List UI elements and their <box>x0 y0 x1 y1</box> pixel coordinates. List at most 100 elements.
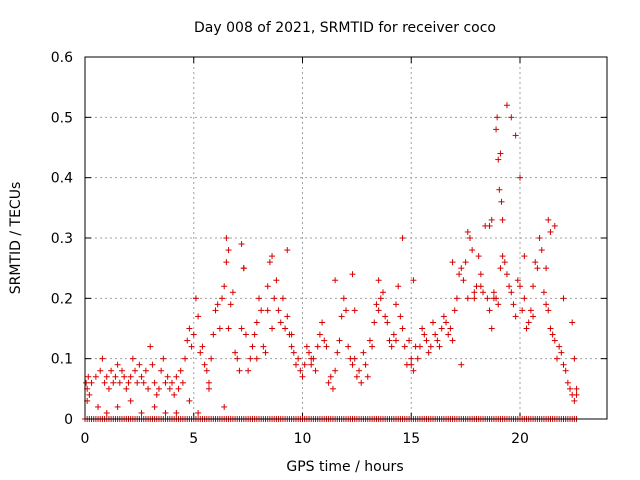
data-point <box>408 355 415 362</box>
data-point <box>138 409 145 416</box>
data-point <box>166 385 173 392</box>
data-point <box>486 222 493 229</box>
data-point <box>499 253 506 260</box>
data-point <box>269 325 276 332</box>
data-point <box>430 319 436 326</box>
data-point <box>399 325 406 332</box>
data-point <box>549 331 556 338</box>
x-tick-label: 15 <box>402 431 420 447</box>
data-point <box>351 355 358 362</box>
data-point <box>264 283 271 290</box>
y-tick-label: 0.2 <box>51 291 73 307</box>
data-point <box>171 391 178 398</box>
x-tick-labels: 0 5 10 15 20 <box>81 431 529 447</box>
data-point <box>275 307 282 314</box>
data-point <box>288 331 295 338</box>
data-point <box>427 343 434 350</box>
data-point <box>236 367 243 374</box>
data-point <box>569 319 576 326</box>
data-point <box>129 355 136 362</box>
data-point <box>384 319 391 326</box>
data-point <box>377 295 384 302</box>
data-point <box>114 361 121 368</box>
data-point <box>523 325 530 332</box>
data-point <box>538 247 545 254</box>
data-point <box>116 379 123 386</box>
data-point <box>142 367 149 374</box>
data-point <box>164 373 171 380</box>
data-point <box>449 337 456 344</box>
data-point <box>225 247 232 254</box>
data-point <box>314 343 321 350</box>
data-point <box>262 349 269 356</box>
data-point <box>251 331 258 338</box>
data-point <box>99 355 106 362</box>
data-point <box>284 313 291 320</box>
data-point <box>134 379 141 386</box>
data-point <box>247 355 254 362</box>
data-point <box>155 385 162 392</box>
data-point <box>186 325 193 332</box>
data-point <box>147 343 154 350</box>
data-point <box>219 295 226 302</box>
data-point <box>371 319 378 326</box>
data-point <box>112 373 119 380</box>
data-point <box>266 259 273 266</box>
data-point <box>488 325 495 332</box>
data-point <box>162 379 169 386</box>
data-point <box>530 313 537 320</box>
data-point <box>408 361 415 368</box>
data-point <box>245 367 252 374</box>
data-point <box>460 277 467 284</box>
data-point <box>503 102 510 109</box>
data-point <box>238 325 245 332</box>
data-point <box>508 114 515 121</box>
data-point <box>323 343 330 350</box>
data-point <box>397 313 404 320</box>
x-axis-title: GPS time / hours <box>286 459 403 475</box>
x-tick-label: 10 <box>294 431 312 447</box>
data-point <box>521 253 528 260</box>
data-point <box>356 367 363 374</box>
data-point <box>240 265 247 272</box>
data-point <box>414 355 421 362</box>
data-point <box>379 289 386 296</box>
data-point <box>434 337 441 344</box>
data-point <box>349 271 356 278</box>
data-point <box>494 114 501 121</box>
data-point <box>517 174 523 181</box>
data-point <box>453 295 460 302</box>
data-point <box>534 265 541 272</box>
data-point <box>447 325 454 332</box>
data-point <box>499 216 506 223</box>
data-point <box>399 235 406 241</box>
data-point <box>560 361 567 368</box>
data-point <box>495 301 502 308</box>
data-point <box>92 373 99 380</box>
data-point <box>232 349 239 356</box>
data-point <box>153 391 160 398</box>
data-point <box>390 331 397 338</box>
data-point <box>203 367 210 374</box>
data-point <box>573 385 580 392</box>
data-point <box>214 301 221 308</box>
data-point <box>138 373 145 380</box>
data-point <box>512 313 519 320</box>
data-point <box>497 265 504 272</box>
data-point <box>382 313 389 320</box>
y-axis-title: SRMTID / TECUs <box>8 182 24 295</box>
data-point <box>503 271 510 278</box>
data-point <box>508 289 515 296</box>
data-point <box>121 373 128 380</box>
data-point <box>186 397 193 404</box>
data-point <box>540 289 547 296</box>
data-point <box>527 307 534 314</box>
data-point <box>212 307 219 314</box>
data-point <box>471 289 478 296</box>
data-point <box>362 361 369 368</box>
data-point <box>490 289 497 296</box>
data-point <box>269 253 276 260</box>
data-point <box>234 355 241 362</box>
data-point <box>103 373 110 380</box>
data-point <box>253 319 260 326</box>
